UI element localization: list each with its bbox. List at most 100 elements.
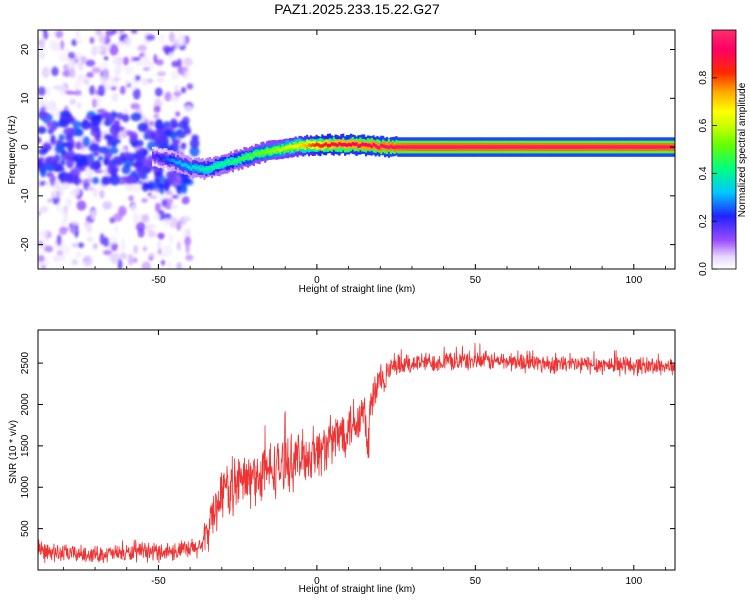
heatmap-cell [89,85,95,96]
ridge-segment [277,148,280,152]
heatmap-cell [173,90,182,98]
heatmap-cell [65,134,73,142]
ridge-segment [539,145,543,149]
ridge-segment [522,145,525,149]
ridge-segment [307,143,311,147]
heatmap-cell [185,241,190,254]
heatmap-cell [102,237,110,247]
ridge-segment [364,143,368,147]
heatmap-cell [92,98,97,109]
heatmap-cell [183,57,193,67]
ridge-segment [448,145,451,149]
heatmap-cell [51,66,59,77]
heatmap-cell [132,183,142,194]
ridge-segment [209,165,212,174]
heatmap-cell [60,220,67,228]
ridge-segment [412,145,415,149]
ridge-segment [326,143,330,148]
x-tick-label: 50 [470,275,482,286]
ridge-segment [629,145,632,149]
ridge-segment [300,144,303,148]
heatmap-cell [133,244,139,254]
ridge-segment [579,145,583,149]
heatmap-cell [112,76,121,82]
heatmap-cell [38,136,42,144]
x-tick-label: 50 [470,576,482,587]
heatmap-cell [61,48,71,53]
ridge-segment [667,145,670,149]
heatmap-cell [98,155,104,161]
heatmap-cell [132,56,141,62]
ridge-segment [199,167,202,171]
ridge-segment [566,145,569,149]
ridge-segment [174,160,178,165]
heatmap-cell [51,107,62,119]
y-tick-label: 2500 [20,352,31,375]
heatmap-cell [85,177,95,184]
ridge-segment [231,160,235,164]
ridge-segment [543,145,546,149]
spectrogram-frame [37,29,676,270]
ridge-segment [456,145,459,149]
heatmap-cell [170,204,178,210]
heatmap-cell [44,100,55,111]
ridge-segment [393,145,396,150]
ridge-segment [184,162,187,167]
heatmap-cell [141,198,148,203]
heatmap-cell [155,183,167,189]
ridge-segment [186,164,189,169]
ridge-segment [357,144,360,148]
heatmap-cell [92,45,97,57]
heatmap-cell [132,88,141,100]
ridge-segment [585,145,588,149]
heatmap-cell [51,42,61,52]
heatmap-cell [168,52,174,60]
x-tick-label: 100 [625,576,642,587]
ridge-segment [606,145,609,149]
heatmap-cell [149,224,157,230]
heatmap-cell [52,85,62,90]
ridge-segment [581,145,584,149]
ridge-segment [262,150,265,154]
heatmap-cell [41,66,50,79]
heatmap-cell [71,242,79,248]
ridge-segment [479,145,482,149]
y-tick-label: 10 [20,92,31,104]
heatmap-cell [167,261,172,269]
ridge-segment [442,145,446,149]
ridge-segment [355,142,358,146]
heatmap-cell [148,194,158,200]
heatmap-cell [105,30,115,37]
ridge-segment [560,145,564,149]
ridge-segment [465,145,468,149]
heatmap-cell [137,228,145,238]
ridge-segment [239,157,242,161]
spectrogram-x-axis-label: Height of straight line (km) [299,284,416,295]
heatmap-cell [98,32,104,44]
heatmap-cell [44,245,54,253]
heatmap-cell [181,183,188,195]
heatmap-cell [38,100,46,107]
ridge-segment [203,168,206,172]
heatmap-cell [157,248,162,255]
heatmap-cell [47,127,54,135]
heatmap-cell [136,139,144,147]
heatmap-cell [43,142,52,150]
heatmap-cell [171,60,180,68]
heatmap-cell [38,86,47,96]
ridge-segment [374,144,377,148]
ridge-segment [193,165,197,170]
heatmap-cell [103,55,109,61]
heatmap-cell [90,161,101,171]
ridge-segment [444,145,448,149]
y-tick-label: -20 [20,237,31,252]
ridge-segment [252,152,255,156]
ridge-segment [568,145,571,149]
ridge-segment [486,145,489,149]
heatmap-cell [143,183,153,189]
ridge-segment [351,142,354,146]
heatmap-cell [93,126,99,132]
ridge-segment [376,145,379,149]
heatmap-cell [168,232,174,245]
